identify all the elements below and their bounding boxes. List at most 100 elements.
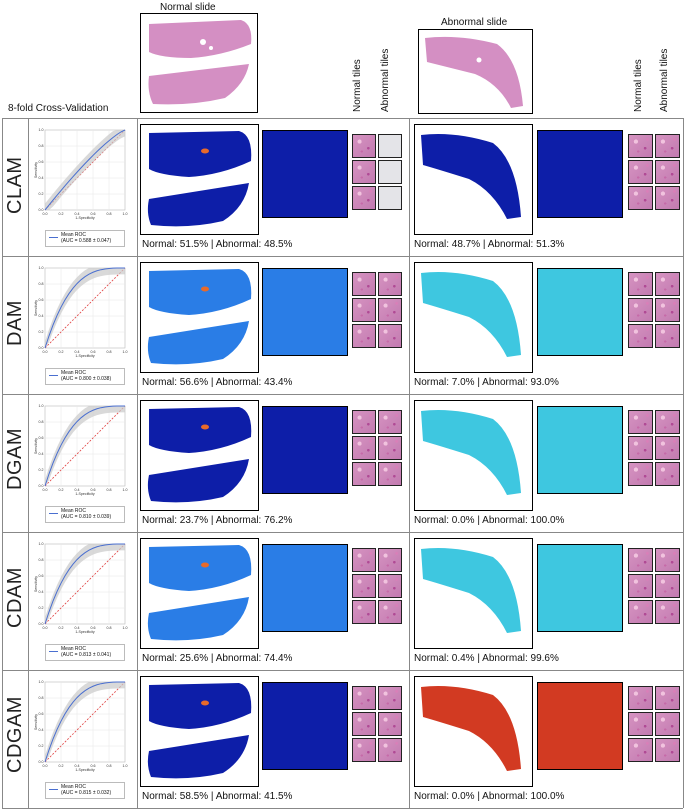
roc-chance-line — [44, 681, 126, 763]
roc-x-tick-label: 0.8 — [107, 764, 112, 768]
abnormal-tile-thumbnail — [378, 686, 402, 710]
roc-y-tick-label: 0.0 — [39, 346, 44, 350]
normal-tiles-header-right: Normal tiles — [633, 59, 644, 112]
table-row-line — [2, 256, 683, 257]
roc-y-tick-label: 0.2 — [39, 330, 44, 334]
normal-slide-heatmap — [140, 400, 259, 511]
heatmap-tissue — [421, 410, 521, 495]
abnormal-heatmap-image — [421, 272, 521, 357]
roc-y-tick-label: 0.8 — [39, 144, 44, 148]
abnormal-tile-thumbnail — [378, 436, 402, 460]
heatmap-tissue — [421, 686, 521, 771]
normal-heatmap-image — [147, 683, 252, 779]
roc-x-tick-label: 0.6 — [91, 350, 96, 354]
normal-slide-caption: Normal: 51.5% | Abnormal: 48.5% — [142, 239, 293, 250]
abnormal-tile-thumbnail — [655, 324, 680, 348]
roc-y-tick-label: 0.2 — [39, 192, 44, 196]
normal-zoom-patch — [262, 268, 348, 356]
roc-x-tick-label: 0.6 — [91, 488, 96, 492]
abnormal-slide-caption: Normal: 0.4% | Abnormal: 99.6% — [414, 653, 559, 664]
abnormal-tile-thumbnail — [378, 548, 402, 572]
roc-legend-label: Mean ROC — [61, 784, 87, 790]
table-column-line — [137, 118, 138, 808]
roc-x-tick-label: 0.0 — [43, 350, 48, 354]
abnormal-heatmap-image — [421, 548, 521, 633]
roc-y-tick-label: 0.4 — [39, 590, 44, 594]
normal-tile-thumbnail — [352, 272, 376, 296]
roc-y-tick-label: 0.2 — [39, 606, 44, 610]
heatmap-hotspot — [201, 700, 209, 706]
normal-slide-heatmap — [140, 676, 259, 787]
roc-x-tick-label: 0.8 — [107, 350, 112, 354]
normal-tile-thumbnail — [352, 686, 376, 710]
normal-slide-thumbnail — [140, 13, 258, 113]
roc-plot: 0.00.0 0.2 0.2 0.4 0.4 0.6 0.6 0.8 0.8 1.0 1.0 1-Sp… — [34, 680, 128, 772]
roc-y-tick-label: 0.6 — [39, 298, 44, 302]
normal-heatmap-image — [147, 269, 252, 365]
roc-y-tick-label: 0.2 — [39, 468, 44, 472]
roc-legend-swatch — [49, 789, 58, 790]
roc-legend-swatch — [49, 513, 58, 514]
normal-tile-thumbnail — [352, 160, 376, 184]
roc-chance-line — [44, 405, 126, 487]
roc-y-tick-label: 0.6 — [39, 712, 44, 716]
roc-legend-label: Mean ROC — [61, 508, 87, 514]
table-column-line — [2, 118, 3, 808]
normal-tile-thumbnail — [352, 574, 376, 598]
method-label: DGAM — [4, 428, 26, 490]
roc-legend-label: Mean ROC — [61, 646, 87, 652]
roc-y-tick-label: 0.2 — [39, 744, 44, 748]
roc-y-tick-label: 0.4 — [39, 728, 44, 732]
roc-y-tick-label: 1.0 — [39, 404, 44, 408]
abnormal-tile-thumbnail — [378, 410, 402, 434]
heatmap-tissue-lower — [147, 597, 249, 641]
roc-ylabel: Sensitivity — [34, 438, 38, 454]
abnormal-zoom-patch — [537, 406, 623, 494]
roc-y-tick-label: 0.0 — [39, 760, 44, 764]
normal-tile-thumbnail — [628, 186, 653, 210]
roc-x-tick-label: 0.4 — [75, 350, 80, 354]
roc-plot: 0.00.0 0.2 0.2 0.4 0.4 0.6 0.6 0.8 0.8 1.0 1.0 1-Sp… — [34, 266, 128, 358]
roc-x-tick-label: 0.6 — [91, 626, 96, 630]
heatmap-hotspot — [201, 148, 209, 154]
abnormal-zoom-patch — [537, 544, 623, 632]
roc-x-tick-label: 0.8 — [107, 212, 112, 216]
abnormal-tile-thumbnail — [378, 186, 402, 210]
abnormal-tile-thumbnail — [378, 298, 402, 322]
roc-y-tick-label: 0.4 — [39, 452, 44, 456]
normal-zoom-patch — [262, 130, 348, 218]
heatmap-hotspot — [201, 562, 209, 568]
roc-x-tick-label: 1.0 — [123, 764, 128, 768]
normal-tile-thumbnail — [352, 324, 376, 348]
abnormal-tile-thumbnail — [378, 462, 402, 486]
normal-heatmap-image — [147, 131, 252, 227]
roc-legend: Mean ROC (AUC = 0.813 ± 0.041) — [45, 644, 125, 661]
abnormal-heatmap-image — [421, 134, 521, 219]
roc-legend-swatch — [49, 651, 58, 652]
abnormal-tile-thumbnail — [378, 160, 402, 184]
abnormal-tile-thumbnail — [378, 600, 402, 624]
roc-y-tick-label: 1.0 — [39, 266, 44, 270]
abnormal-slide-heatmap — [414, 400, 533, 511]
heatmap-tissue — [421, 272, 521, 357]
roc-x-tick-label: 0.6 — [91, 212, 96, 216]
normal-slide-heatmap — [140, 262, 259, 373]
normal-heatmap-image — [147, 545, 252, 641]
heatmap-tissue-upper — [149, 683, 252, 729]
abnormal-tile-thumbnail — [655, 298, 680, 322]
roc-x-tick-label: 1.0 — [123, 626, 128, 630]
roc-y-tick-label: 1.0 — [39, 680, 44, 684]
roc-x-tick-label: 0.4 — [75, 626, 80, 630]
roc-y-tick-label: 0.0 — [39, 484, 44, 488]
normal-tile-thumbnail — [628, 738, 653, 762]
normal-tile-thumbnail — [352, 548, 376, 572]
normal-heatmap-image — [147, 407, 252, 503]
roc-ylabel: Sensitivity — [34, 714, 38, 730]
roc-legend: Mean ROC (AUC = 0.815 ± 0.032) — [45, 782, 125, 799]
roc-y-tick-label: 0.0 — [39, 208, 44, 212]
roc-auc-label: (AUC = 0.810 ± 0.039) — [61, 514, 112, 520]
roc-legend-swatch — [49, 237, 58, 238]
abnormal-tile-thumbnail — [655, 160, 680, 184]
roc-mean-curve — [44, 267, 126, 349]
normal-tile-thumbnail — [352, 298, 376, 322]
